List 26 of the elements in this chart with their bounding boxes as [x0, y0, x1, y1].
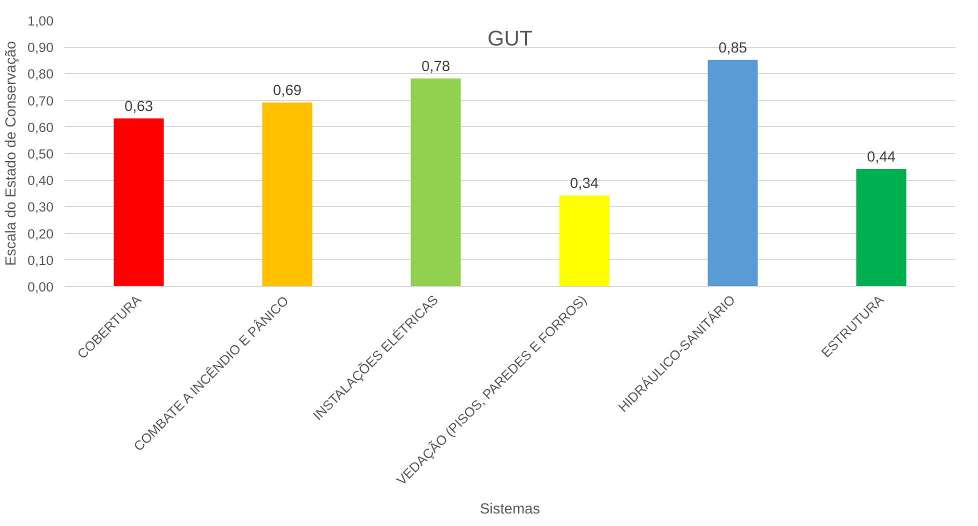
data-label: 0,78 [421, 59, 450, 76]
y-axis-title: Escala do Estado de Conservação [4, 41, 20, 266]
y-tick-label: 0,90 [28, 40, 54, 56]
y-tick-label: 0,30 [28, 200, 54, 215]
y-tick-label: 0,70 [28, 93, 54, 108]
y-tick-label: 0,20 [28, 226, 54, 242]
y-tick-label: 1,00 [28, 14, 54, 28]
y-tick-label: 0,50 [28, 146, 54, 162]
data-label: 0,85 [718, 40, 748, 56]
y-tick-label: 0,80 [28, 66, 54, 82]
y-tick-label: 0,10 [28, 252, 54, 268]
bar [410, 78, 461, 286]
y-tick-label: 0,00 [28, 280, 54, 294]
bar [708, 60, 758, 286]
bar [856, 168, 906, 286]
data-label: 0,44 [866, 149, 896, 166]
y-tick-label: 0,40 [28, 173, 54, 188]
x-axis-title: Sistemas [480, 501, 540, 518]
chart-title: GUT [487, 26, 533, 50]
data-label: 0,63 [124, 98, 154, 115]
bar [559, 196, 610, 286]
bar [262, 102, 312, 286]
y-tick-label: 0,60 [28, 120, 54, 135]
data-label: 0,69 [272, 82, 302, 99]
bar [114, 118, 164, 286]
data-label: 0,34 [570, 176, 599, 192]
